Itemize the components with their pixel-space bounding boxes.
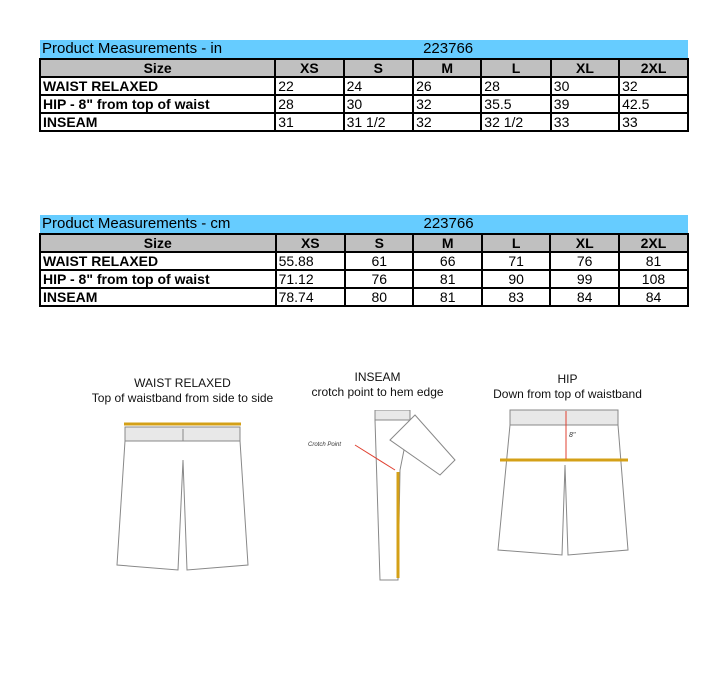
cell: 24: [342, 76, 415, 96]
cell: 81: [412, 269, 483, 289]
cell: 83: [480, 287, 552, 307]
diagram-desc: crotch point to hem edge: [311, 385, 444, 399]
size-col: L: [480, 58, 552, 78]
diagram-desc: Down from top of waistband: [493, 387, 642, 401]
cell: 81: [412, 287, 483, 307]
cell: 39: [549, 94, 621, 114]
size-col: XL: [549, 58, 621, 78]
table-title: Product Measurements - cm: [40, 215, 414, 235]
table-row: HIP - 8" from top of waist 71.12 76 81 90 99 1…: [39, 269, 690, 289]
cell: 33: [549, 112, 621, 132]
size-col: M: [412, 58, 483, 78]
cell: 28: [480, 76, 552, 96]
cell: 71: [480, 251, 552, 271]
table-row: WAIST RELAXED 22 24 26 28 30 32: [38, 76, 689, 96]
cell: 22: [274, 76, 345, 96]
cell: 30: [549, 76, 621, 96]
size-col: S: [344, 233, 415, 253]
cell: 84: [549, 287, 620, 307]
cell: 55.88: [274, 251, 347, 271]
cell: 78.74: [274, 287, 347, 307]
size-col: M: [412, 233, 483, 253]
cell: 28: [274, 94, 345, 114]
cell: 31: [274, 112, 345, 132]
waist-caption: WAIST RELAXED Top of waistband from side…: [70, 376, 295, 406]
size-header: Size: [38, 58, 277, 78]
cm-table: Product Measurements - cm 223766 Size XS S…: [39, 215, 690, 307]
cell: 108: [617, 269, 690, 289]
crotch-arrow: [354, 444, 396, 471]
style-number: 223766: [413, 215, 688, 235]
size-col: XS: [274, 58, 345, 78]
cell: 99: [549, 269, 620, 289]
table-row: INSEAM 31 31 1/2 32 32 1/2 33 33: [38, 112, 689, 132]
cell: 84: [617, 287, 690, 307]
cell: 76: [549, 251, 620, 271]
cell: 42.5: [618, 94, 689, 114]
shorts-hip-illustration: 8": [497, 409, 629, 556]
row-label: INSEAM: [39, 287, 277, 307]
shorts-waist-illustration: [116, 422, 249, 571]
row-label: WAIST RELAXED: [39, 251, 277, 271]
cell: 90: [480, 269, 552, 289]
table-row: HIP - 8" from top of waist 28 30 32 35.5 39 42…: [38, 94, 689, 114]
table-row: WAIST RELAXED 55.88 61 66 71 76 81: [39, 251, 690, 271]
cell: 76: [344, 269, 415, 289]
cell: 30: [342, 94, 415, 114]
row-label: INSEAM: [38, 112, 277, 132]
row-label: HIP - 8" from top of waist: [38, 94, 277, 114]
style-number: 223766: [413, 40, 688, 60]
eight-inch-label: 8": [569, 432, 576, 439]
cell: 35.5: [480, 94, 552, 114]
inseam-caption: INSEAM crotch point to hem edge: [295, 370, 460, 400]
size-col: 2XL: [617, 233, 690, 253]
pants-inseam-illustration: Crotch Point: [308, 410, 456, 581]
cell: 33: [618, 112, 689, 132]
size-col: XS: [274, 233, 347, 253]
diagram-desc: Top of waistband from side to side: [91, 391, 274, 405]
cell: 26: [412, 76, 483, 96]
size-col: XL: [549, 233, 620, 253]
cell: 66: [412, 251, 483, 271]
diagram-title: WAIST RELAXED: [134, 376, 231, 390]
diagram-title: INSEAM: [354, 370, 401, 384]
cell: 32: [618, 76, 689, 96]
hip-caption: HIP Down from top of waistband: [475, 372, 660, 402]
cell: 81: [617, 251, 690, 271]
size-col: S: [342, 58, 415, 78]
crotch-point-label: Crotch Point: [308, 442, 341, 448]
cell: 71.12: [274, 269, 347, 289]
size-col: 2XL: [618, 58, 689, 78]
cell: 31 1/2: [342, 112, 415, 132]
cell: 80: [344, 287, 415, 307]
cell: 61: [344, 251, 415, 271]
cell: 32 1/2: [480, 112, 552, 132]
row-label: HIP - 8" from top of waist: [39, 269, 277, 289]
inches-table: Product Measurements - in 223766 Size XS S…: [38, 40, 689, 132]
row-label: WAIST RELAXED: [38, 76, 277, 96]
size-header: Size: [39, 233, 277, 253]
cell: 32: [412, 112, 483, 132]
diagram-title: HIP: [557, 372, 578, 386]
size-col: L: [480, 233, 552, 253]
table-row: INSEAM 78.74 80 81 83 84 84: [39, 287, 690, 307]
cell: 32: [412, 94, 483, 114]
table-title: Product Measurements - in: [40, 40, 414, 60]
